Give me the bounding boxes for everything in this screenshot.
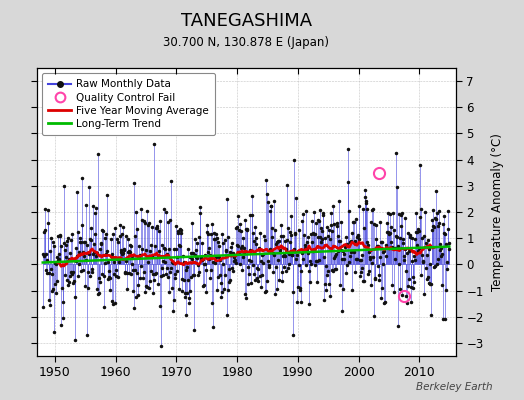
Legend: Raw Monthly Data, Quality Control Fail, Five Year Moving Average, Long-Term Tren: Raw Monthly Data, Quality Control Fail, …	[42, 73, 215, 135]
Text: TANEGASHIMA: TANEGASHIMA	[181, 12, 312, 30]
Text: 30.700 N, 130.878 E (Japan): 30.700 N, 130.878 E (Japan)	[163, 36, 329, 49]
Y-axis label: Temperature Anomaly (°C): Temperature Anomaly (°C)	[490, 133, 504, 291]
Text: Berkeley Earth: Berkeley Earth	[416, 382, 493, 392]
